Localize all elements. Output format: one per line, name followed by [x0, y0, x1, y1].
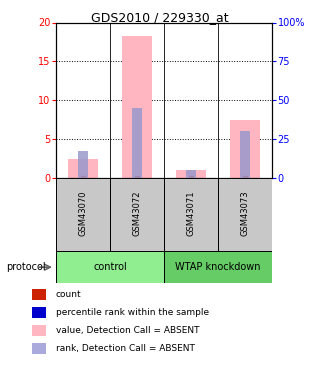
Text: WTAP knockdown: WTAP knockdown — [175, 262, 261, 272]
Bar — [176, 170, 206, 178]
Text: control: control — [93, 262, 127, 272]
Bar — [56, 251, 164, 283]
Text: GDS2010 / 229330_at: GDS2010 / 229330_at — [91, 11, 229, 24]
Bar — [164, 251, 272, 283]
Bar — [68, 159, 98, 178]
Bar — [186, 170, 196, 178]
Bar — [122, 36, 152, 178]
Text: protocol: protocol — [6, 262, 46, 272]
Text: GSM43072: GSM43072 — [132, 190, 141, 236]
Bar — [240, 132, 250, 178]
Bar — [230, 120, 260, 178]
Text: count: count — [56, 290, 82, 299]
Text: GSM43070: GSM43070 — [78, 190, 87, 236]
Bar — [218, 178, 272, 251]
Bar — [78, 151, 88, 178]
Text: rank, Detection Call = ABSENT: rank, Detection Call = ABSENT — [56, 344, 195, 353]
Bar — [110, 178, 164, 251]
Text: value, Detection Call = ABSENT: value, Detection Call = ABSENT — [56, 326, 199, 335]
Bar — [132, 108, 142, 178]
Bar — [56, 178, 110, 251]
Text: GSM43073: GSM43073 — [241, 190, 250, 236]
Text: GSM43071: GSM43071 — [187, 190, 196, 236]
Text: percentile rank within the sample: percentile rank within the sample — [56, 308, 209, 317]
Bar — [164, 178, 218, 251]
